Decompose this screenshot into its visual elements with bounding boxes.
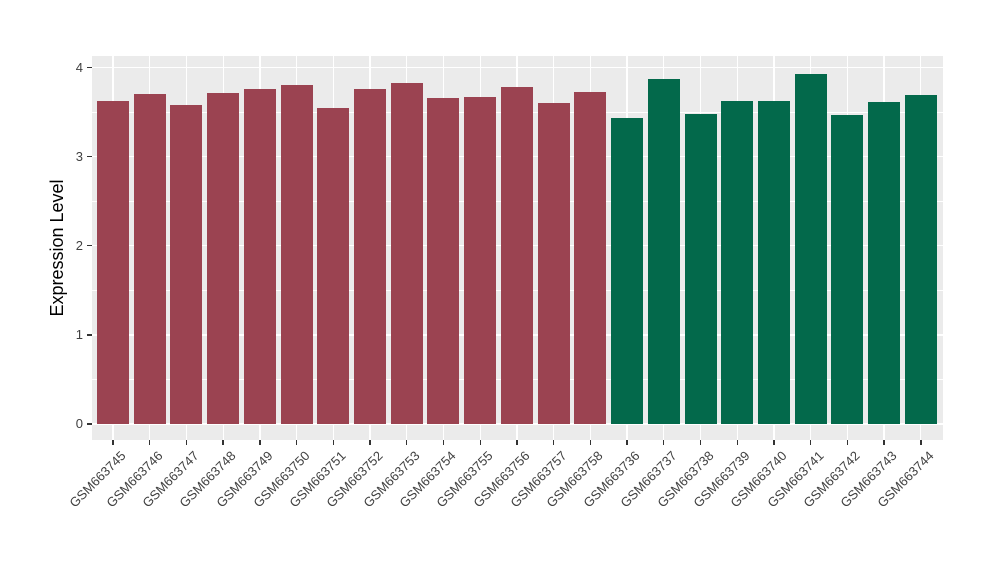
x-tick-mark-GSM663738 [699, 440, 702, 445]
x-tick-mark-GSM663753 [406, 440, 408, 445]
bar-GSM663749 [243, 88, 276, 424]
bar-GSM663742 [831, 114, 864, 424]
x-tick-mark-GSM663746 [149, 440, 151, 445]
x-tick-mark-GSM663758 [589, 440, 592, 445]
bar-GSM663757 [537, 103, 570, 424]
bar-GSM663744 [904, 95, 937, 424]
bar-GSM663750 [280, 84, 313, 424]
x-tick-mark-GSM663748 [222, 440, 224, 445]
x-tick-mark-GSM663741 [809, 440, 812, 445]
x-tick-mark-GSM663747 [185, 440, 188, 445]
x-tick-mark-GSM663736 [626, 440, 628, 445]
bar-GSM663745 [97, 101, 129, 424]
x-tick-mark-GSM663740 [773, 440, 775, 445]
y-tick-label-0: 0 [75, 416, 83, 431]
y-axis-title: Expression Level [47, 179, 67, 317]
x-tick-mark-GSM663739 [736, 440, 738, 445]
y-tick-mark-0 [86, 423, 92, 425]
x-tick-mark-GSM663750 [295, 440, 298, 445]
y-tick-label-2: 2 [75, 237, 83, 253]
x-tick-mark-GSM663756 [516, 440, 518, 445]
y-tick-label-4: 4 [75, 59, 83, 75]
x-tick-mark-GSM663742 [846, 440, 849, 445]
y-tick-mark-3 [86, 156, 92, 158]
bar-GSM663746 [133, 94, 166, 424]
y-tick-label-1: 1 [75, 326, 83, 342]
y-tick-mark-2 [86, 245, 92, 247]
x-tick-mark-GSM663745 [112, 440, 114, 445]
bar-GSM663736 [611, 118, 644, 424]
bar-GSM663747 [170, 105, 203, 424]
bar-GSM663737 [647, 79, 680, 424]
y-tick-label-3: 3 [75, 148, 83, 164]
bar-GSM663738 [684, 113, 717, 424]
x-tick-mark-GSM663743 [883, 440, 885, 445]
x-tick-mark-GSM663749 [259, 440, 261, 445]
bar-GSM663758 [574, 91, 607, 424]
x-tick-mark-GSM663752 [369, 440, 371, 445]
x-tick-mark-GSM663751 [332, 440, 334, 445]
y-tick-mark-1 [86, 334, 92, 336]
bar-GSM663748 [207, 93, 240, 424]
x-tick-mark-GSM663744 [920, 440, 922, 445]
x-tick-mark-GSM663755 [479, 440, 481, 445]
bar-GSM663743 [868, 102, 901, 424]
bar-GSM663751 [317, 107, 350, 424]
bar-GSM663741 [794, 73, 827, 424]
plot-panel [92, 56, 943, 440]
x-tick-mark-GSM663737 [663, 440, 665, 445]
bar-GSM663752 [354, 88, 387, 424]
bar-GSM663755 [464, 97, 497, 424]
bar-GSM663740 [757, 100, 790, 424]
bar-GSM663756 [500, 87, 533, 424]
bar-GSM663754 [427, 97, 460, 424]
bar-GSM663753 [390, 82, 423, 424]
x-tick-mark-GSM663757 [552, 440, 555, 445]
y-tick-mark-4 [86, 66, 92, 69]
bar-GSM663739 [721, 101, 754, 424]
x-tick-mark-GSM663754 [442, 440, 445, 445]
